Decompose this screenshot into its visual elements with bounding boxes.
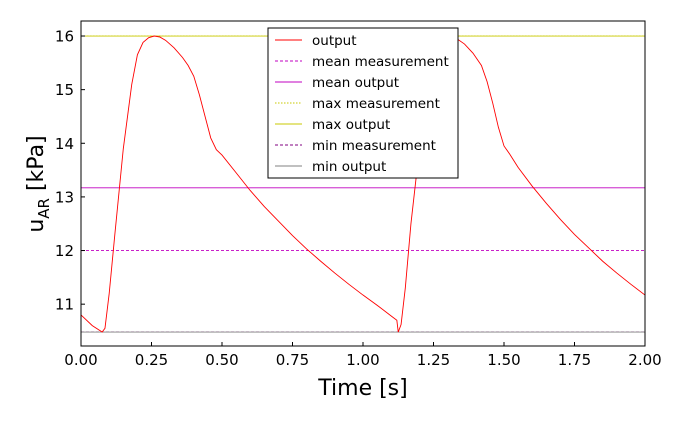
x-tick-label: 1.75 (558, 351, 591, 369)
legend: output mean measurement mean output max mea… (267, 27, 459, 179)
y-axis-label: uAR [kPa] (24, 135, 53, 232)
legend-label: min measurement (312, 138, 436, 154)
x-axis-label: Time [s] (317, 376, 407, 401)
y-axis-label-subscript: AR (35, 198, 53, 219)
y-tick-label: 15 (55, 81, 74, 99)
y-tick-label: 11 (55, 296, 74, 314)
y-axis-label-unit: [kPa] (24, 135, 49, 198)
legend-label: mean measurement (312, 54, 449, 70)
y-tick-label: 16 (55, 28, 74, 46)
y-tick-label: 14 (55, 135, 74, 153)
legend-label: output (312, 33, 357, 49)
x-tick-label: 1.25 (417, 351, 450, 369)
x-tick-label: 1.00 (346, 351, 379, 369)
x-axis: 0.00 0.25 0.50 0.75 1.00 1.25 1.50 1.75 2.00 (64, 342, 662, 369)
legend-label: max output (312, 117, 390, 133)
legend-label: max measurement (312, 96, 440, 112)
x-tick-label: 0.25 (135, 351, 168, 369)
series-output-line (80, 35, 646, 333)
y-tick-label: 13 (55, 188, 74, 206)
x-tick-label: 0.75 (276, 351, 309, 369)
legend-label: mean output (312, 75, 399, 91)
y-axis: 11 12 13 14 15 16 (55, 28, 85, 314)
legend-label: min output (312, 159, 386, 175)
x-tick-label: 2.00 (628, 351, 661, 369)
y-axis-label-main: u (24, 219, 49, 233)
x-tick-label: 0.50 (205, 351, 238, 369)
y-tick-label: 12 (55, 242, 74, 260)
x-tick-label: 1.50 (487, 351, 520, 369)
x-tick-label: 0.00 (64, 351, 97, 369)
